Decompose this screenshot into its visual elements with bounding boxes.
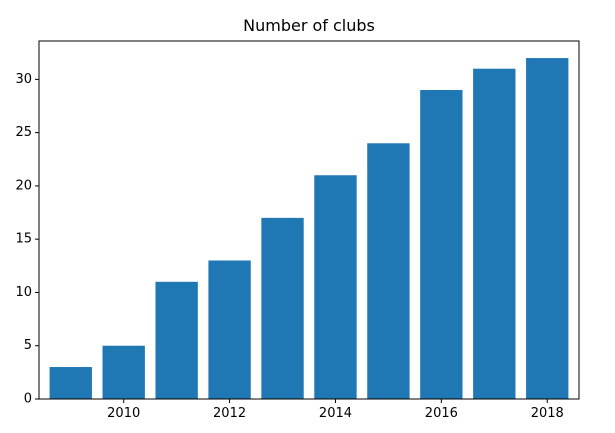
bar-2011 <box>155 281 198 399</box>
x-tick-label-2012: 2012 <box>213 406 246 421</box>
bar-2010 <box>102 345 145 399</box>
x-tick-label-2016: 2016 <box>425 406 458 421</box>
y-tick-label-20: 20 <box>15 178 32 193</box>
bar-2009 <box>49 367 92 399</box>
y-tick-label-30: 30 <box>15 72 32 87</box>
bars-layer <box>49 58 569 400</box>
chart-title: Number of clubs <box>243 16 375 35</box>
bar-2017 <box>473 68 516 399</box>
bar-2013 <box>261 217 304 399</box>
x-tick-label-2014: 2014 <box>319 406 352 421</box>
y-tick-label-5: 5 <box>24 338 32 353</box>
bar-2014 <box>314 175 357 399</box>
axes-frame <box>38 40 580 400</box>
x-tick-label-2010: 2010 <box>107 406 140 421</box>
y-tick-label-25: 25 <box>15 125 32 140</box>
y-tick-label-0: 0 <box>24 392 32 407</box>
y-tick-label-15: 15 <box>15 232 32 247</box>
bar-2015 <box>367 143 410 399</box>
ticks-layer: 0 5 10 15 20 25 30 2010 2012 2014 2016 2018 <box>15 72 563 421</box>
axes-layer <box>38 40 580 400</box>
bar-2012 <box>208 260 251 399</box>
bar-2018 <box>526 58 569 400</box>
bar-2016 <box>420 90 463 399</box>
y-tick-label-10: 10 <box>15 285 32 300</box>
x-tick-label-2018: 2018 <box>531 406 564 421</box>
